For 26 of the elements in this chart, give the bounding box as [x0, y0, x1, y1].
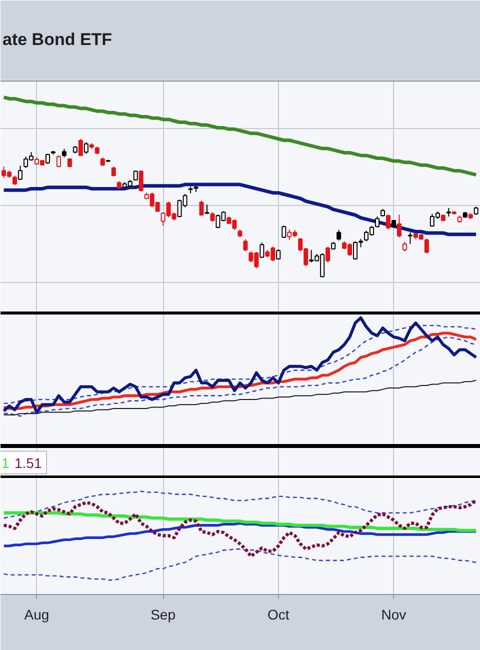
x-tick-label: Sep [150, 606, 176, 622]
candlestick [374, 216, 380, 228]
candlestick [386, 214, 390, 230]
text: 1 [2, 454, 10, 471]
candlestick [243, 238, 248, 252]
candlestick [111, 166, 116, 178]
candlestick [210, 212, 215, 222]
candlestick [402, 242, 407, 252]
candlestick [424, 238, 429, 254]
x-tick-label: Oct [268, 606, 290, 622]
candlestick [78, 138, 83, 156]
candlestick [260, 242, 264, 258]
candlestick [199, 200, 204, 216]
candlestick [336, 229, 342, 242]
candlestick [396, 214, 402, 238]
chart-title: ate Bond ETF [2, 30, 112, 49]
candlestick [326, 246, 330, 263]
candlestick [84, 142, 88, 154]
x-tick-label: Nov [381, 606, 406, 622]
candlestick [204, 204, 210, 214]
candlestick [408, 232, 412, 244]
x-tick-label: Aug [24, 606, 50, 622]
candlestick [12, 175, 18, 186]
candlestick [138, 170, 144, 192]
text: 1.51 [14, 454, 42, 471]
candlestick [18, 165, 23, 180]
